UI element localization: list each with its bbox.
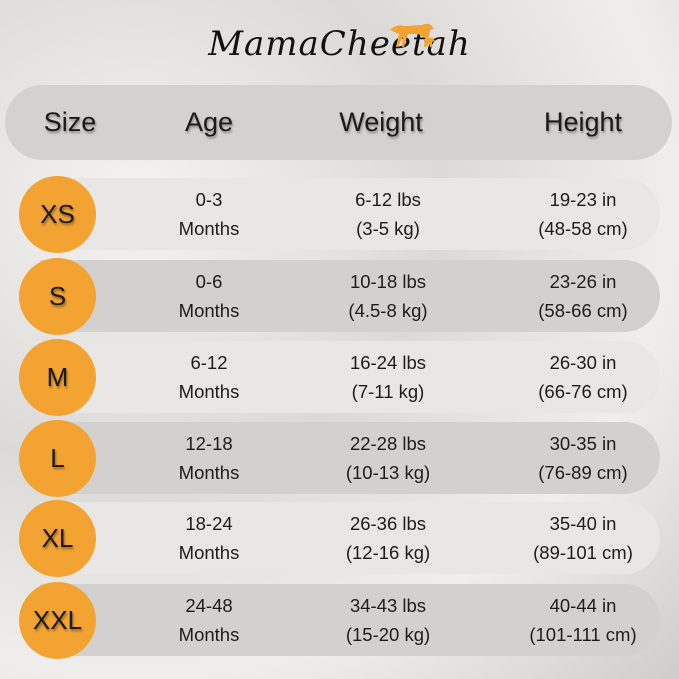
weight-cell: 16-24 lbs (7-11 kg): [350, 348, 426, 406]
weight-line-2: (15-20 kg): [345, 624, 431, 645]
size-row: [40, 422, 660, 494]
age-cell: 0-3 Months: [179, 185, 240, 243]
age-line-1: 12-18: [185, 433, 233, 454]
size-row: [40, 584, 660, 656]
height-cell: 23-26 in (58-66 cm): [538, 267, 627, 325]
height-line-1: 35-40 in: [549, 513, 617, 534]
size-badge: L: [19, 420, 96, 497]
weight-cell: 22-28 lbs (10-13 kg): [346, 429, 430, 487]
weight-line-2: (3-5 kg): [356, 218, 420, 239]
header-size: Size: [43, 107, 97, 137]
weight-line-2: (10-13 kg): [345, 462, 431, 483]
height-cell: 35-40 in (89-101 cm): [533, 509, 633, 567]
header-weight: Weight: [339, 107, 423, 137]
height-line-1: 26-30 in: [549, 352, 617, 373]
height-line-2: (89-101 cm): [533, 542, 633, 563]
height-line-1: 23-26 in: [549, 271, 617, 292]
weight-line-1: 22-28 lbs: [349, 433, 427, 454]
header-height: Height: [543, 107, 623, 137]
weight-line-1: 10-18 lbs: [349, 271, 427, 292]
size-row: [40, 178, 660, 250]
header-age: Age: [184, 107, 234, 137]
size-row: [40, 260, 660, 332]
age-line-2: Months: [178, 218, 240, 239]
age-line-2: Months: [178, 462, 240, 483]
height-cell: 30-35 in (76-89 cm): [538, 429, 627, 487]
size-badge: XXL: [19, 582, 96, 659]
age-cell: 24-48 Months: [179, 591, 240, 649]
height-line-2: (76-89 cm): [538, 462, 628, 483]
cheetah-icon: [390, 23, 435, 47]
size-badge: M: [19, 339, 96, 416]
age-line-1: 24-48: [185, 595, 233, 616]
weight-line-1: 34-43 lbs: [349, 595, 427, 616]
height-line-1: 19-23 in: [549, 189, 617, 210]
size-row: [40, 502, 660, 574]
age-cell: 0-6 Months: [179, 267, 240, 325]
weight-line-2: (12-16 kg): [345, 542, 431, 563]
age-line-1: 0-3: [195, 189, 223, 210]
age-cell: 12-18 Months: [179, 429, 240, 487]
age-line-1: 0-6: [195, 271, 223, 292]
height-cell: 26-30 in (66-76 cm): [538, 348, 627, 406]
weight-cell: 26-36 lbs (12-16 kg): [346, 509, 430, 567]
size-row: [40, 341, 660, 413]
height-line-2: (101-111 cm): [529, 624, 637, 645]
size-badge: S: [19, 258, 96, 335]
height-line-2: (58-66 cm): [538, 300, 628, 321]
height-line-1: 40-44 in: [549, 595, 617, 616]
size-badge: XS: [19, 176, 96, 253]
weight-line-1: 26-36 lbs: [349, 513, 427, 534]
age-line-2: Months: [178, 381, 240, 402]
age-line-2: Months: [178, 624, 240, 645]
height-line-2: (66-76 cm): [538, 381, 628, 402]
weight-line-1: 16-24 lbs: [349, 352, 427, 373]
weight-line-2: (7-11 kg): [351, 381, 425, 402]
weight-cell: 34-43 lbs (15-20 kg): [346, 591, 430, 649]
table-header: Size Age Weight Height: [5, 85, 672, 160]
age-cell: 18-24 Months: [179, 509, 240, 567]
height-cell: 40-44 in (101-111 cm): [529, 591, 636, 649]
size-badge: XL: [19, 500, 96, 577]
age-line-2: Months: [178, 542, 240, 563]
age-line-1: 18-24: [185, 513, 233, 534]
brand-logo: MamaCheetah: [0, 14, 679, 74]
age-cell: 6-12 Months: [179, 348, 240, 406]
weight-line-1: 6-12 lbs: [355, 189, 421, 210]
weight-cell: 10-18 lbs (4.5-8 kg): [348, 267, 427, 325]
height-line-1: 30-35 in: [549, 433, 617, 454]
age-line-1: 6-12: [190, 352, 228, 373]
height-cell: 19-23 in (48-58 cm): [538, 185, 627, 243]
weight-cell: 6-12 lbs (3-5 kg): [355, 185, 421, 243]
height-line-2: (48-58 cm): [538, 218, 628, 239]
age-line-2: Months: [178, 300, 240, 321]
weight-line-2: (4.5-8 kg): [348, 300, 428, 321]
